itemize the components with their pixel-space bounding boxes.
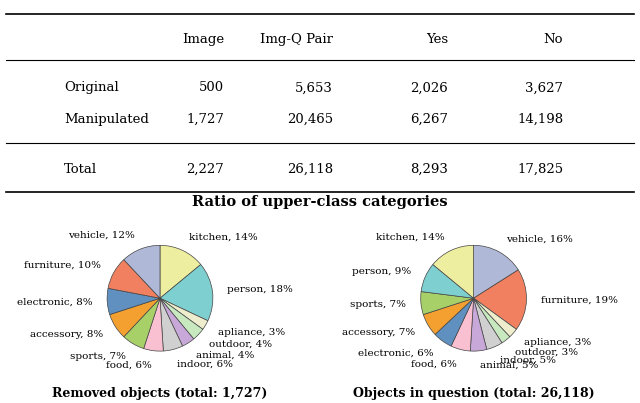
Text: Ratio of upper-class categories: Ratio of upper-class categories bbox=[192, 195, 448, 210]
Text: apliance, 3%: apliance, 3% bbox=[524, 339, 591, 347]
Text: 1,727: 1,727 bbox=[186, 113, 224, 126]
Text: 2,227: 2,227 bbox=[186, 163, 224, 176]
Text: person, 18%: person, 18% bbox=[227, 285, 293, 294]
Wedge shape bbox=[160, 298, 203, 339]
Wedge shape bbox=[160, 298, 208, 329]
Text: Original: Original bbox=[64, 81, 119, 94]
Text: 3,627: 3,627 bbox=[525, 81, 563, 94]
Wedge shape bbox=[451, 298, 474, 351]
Text: Manipulated: Manipulated bbox=[64, 113, 149, 126]
Text: 5,653: 5,653 bbox=[295, 81, 333, 94]
Text: food, 6%: food, 6% bbox=[106, 361, 152, 370]
Text: animal, 4%: animal, 4% bbox=[196, 351, 255, 360]
Text: 20,465: 20,465 bbox=[287, 113, 333, 126]
Text: person, 9%: person, 9% bbox=[352, 267, 412, 276]
Text: vehicle, 16%: vehicle, 16% bbox=[506, 235, 573, 243]
Text: 17,825: 17,825 bbox=[517, 163, 563, 176]
Text: vehicle, 12%: vehicle, 12% bbox=[68, 231, 135, 240]
Wedge shape bbox=[474, 298, 516, 337]
Wedge shape bbox=[108, 260, 160, 298]
Text: outdoor, 4%: outdoor, 4% bbox=[209, 340, 273, 349]
Text: accessory, 7%: accessory, 7% bbox=[342, 328, 415, 337]
Wedge shape bbox=[160, 298, 194, 346]
Wedge shape bbox=[143, 298, 163, 351]
Text: electronic, 6%: electronic, 6% bbox=[358, 349, 434, 357]
Text: Yes: Yes bbox=[426, 33, 448, 46]
Text: Img-Q Pair: Img-Q Pair bbox=[260, 33, 333, 46]
Text: animal, 5%: animal, 5% bbox=[480, 361, 538, 370]
Text: furniture, 10%: furniture, 10% bbox=[24, 261, 100, 270]
Text: kitchen, 14%: kitchen, 14% bbox=[189, 233, 257, 241]
Text: 6,267: 6,267 bbox=[410, 113, 448, 126]
Text: 26,118: 26,118 bbox=[287, 163, 333, 176]
Wedge shape bbox=[474, 298, 502, 349]
Wedge shape bbox=[435, 298, 474, 346]
Text: indoor, 5%: indoor, 5% bbox=[500, 356, 557, 365]
Wedge shape bbox=[107, 288, 160, 315]
Wedge shape bbox=[160, 298, 182, 351]
Wedge shape bbox=[470, 298, 487, 351]
Text: 8,293: 8,293 bbox=[410, 163, 448, 176]
Wedge shape bbox=[433, 245, 474, 298]
Text: indoor, 6%: indoor, 6% bbox=[177, 359, 233, 368]
Text: Total: Total bbox=[64, 163, 97, 176]
Text: Objects in question (total: 26,118): Objects in question (total: 26,118) bbox=[353, 387, 595, 400]
Wedge shape bbox=[420, 292, 474, 315]
Text: outdoor, 3%: outdoor, 3% bbox=[515, 347, 578, 356]
Wedge shape bbox=[109, 298, 160, 337]
Text: No: No bbox=[544, 33, 563, 46]
Text: kitchen, 14%: kitchen, 14% bbox=[376, 233, 445, 241]
Text: accessory, 8%: accessory, 8% bbox=[29, 330, 103, 339]
Wedge shape bbox=[124, 298, 160, 349]
Wedge shape bbox=[474, 245, 518, 298]
Wedge shape bbox=[474, 270, 527, 329]
Text: 14,198: 14,198 bbox=[517, 113, 563, 126]
Text: sports, 7%: sports, 7% bbox=[350, 300, 406, 309]
Text: 2,026: 2,026 bbox=[410, 81, 448, 94]
Text: 500: 500 bbox=[199, 81, 224, 94]
Text: Image: Image bbox=[182, 33, 224, 46]
Wedge shape bbox=[124, 245, 160, 298]
Wedge shape bbox=[421, 264, 474, 298]
Wedge shape bbox=[474, 298, 510, 343]
Text: apliance, 3%: apliance, 3% bbox=[218, 328, 285, 337]
Text: sports, 7%: sports, 7% bbox=[70, 352, 125, 361]
Text: Removed objects (total: 1,727): Removed objects (total: 1,727) bbox=[52, 387, 268, 400]
Text: furniture, 19%: furniture, 19% bbox=[541, 296, 618, 305]
Text: food, 6%: food, 6% bbox=[411, 359, 457, 368]
Text: electronic, 8%: electronic, 8% bbox=[17, 298, 92, 307]
Wedge shape bbox=[160, 245, 201, 298]
Wedge shape bbox=[423, 298, 474, 334]
Wedge shape bbox=[160, 264, 213, 321]
